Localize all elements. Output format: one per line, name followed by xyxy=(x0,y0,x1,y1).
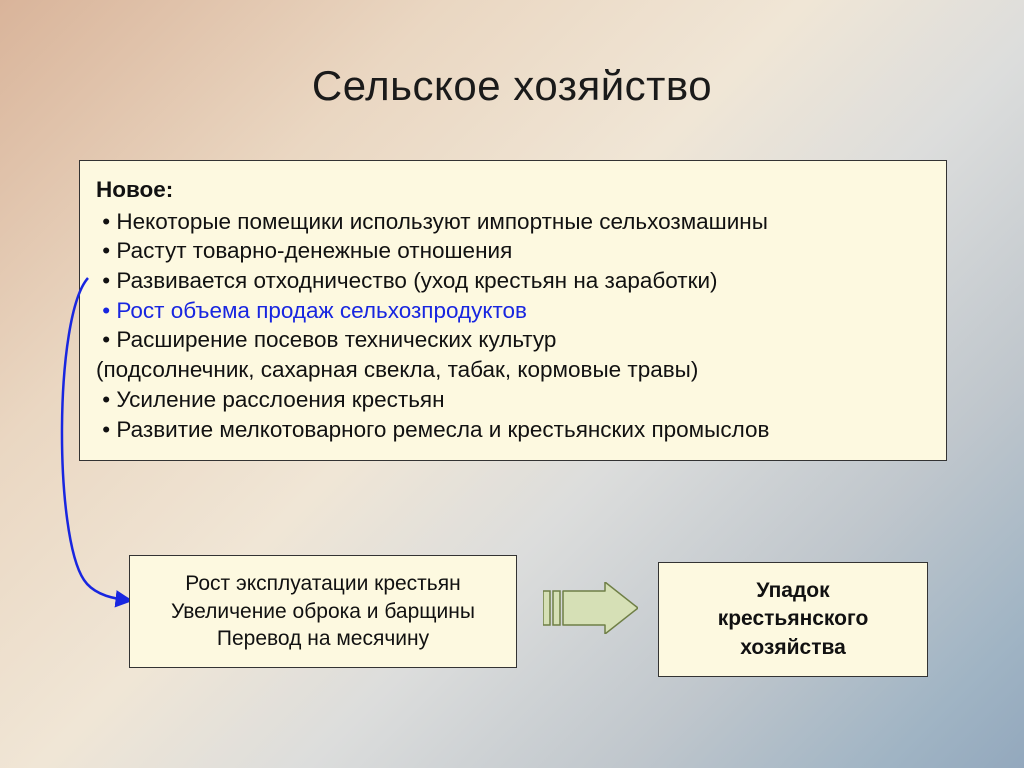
left-box-line: Перевод на месячину xyxy=(140,625,506,653)
right-box-line: Упадок xyxy=(669,577,917,605)
bullet-item: • Расширение посевов технических культур xyxy=(96,325,930,355)
left-box-line: Увеличение оброка и барщины xyxy=(140,598,506,626)
consequence-box-right: Упадок крестьянского хозяйства xyxy=(658,562,928,677)
bullet-item: • Развитие мелкотоварного ремесла и крес… xyxy=(96,415,930,445)
bullet-item-linked: • Рост объема продаж сельхозпродуктов xyxy=(96,296,930,326)
block-arrow-icon xyxy=(543,582,638,634)
main-header: Новое: xyxy=(96,175,930,205)
slide-canvas: Сельское хозяйство Новое: • Некоторые по… xyxy=(0,0,1024,768)
curved-arrow xyxy=(48,276,138,606)
main-content-box: Новое: • Некоторые помещики используют и… xyxy=(79,160,947,461)
slide-title: Сельское хозяйство xyxy=(0,62,1024,110)
bullet-item: • Растут товарно-денежные отношения xyxy=(96,236,930,266)
bullet-item: • Некоторые помещики используют импортны… xyxy=(96,207,930,237)
bullet-item: • Развивается отходничество (уход кресть… xyxy=(96,266,930,296)
bullet-item: • Усиление расслоения крестьян xyxy=(96,385,930,415)
bullet-item-continuation: (подсолнечник, сахарная свекла, табак, к… xyxy=(96,355,930,385)
left-box-line: Рост эксплуатации крестьян xyxy=(140,570,506,598)
right-box-line: крестьянского xyxy=(669,605,917,633)
right-box-line: хозяйства xyxy=(669,634,917,662)
consequence-box-left: Рост эксплуатации крестьян Увеличение об… xyxy=(129,555,517,668)
